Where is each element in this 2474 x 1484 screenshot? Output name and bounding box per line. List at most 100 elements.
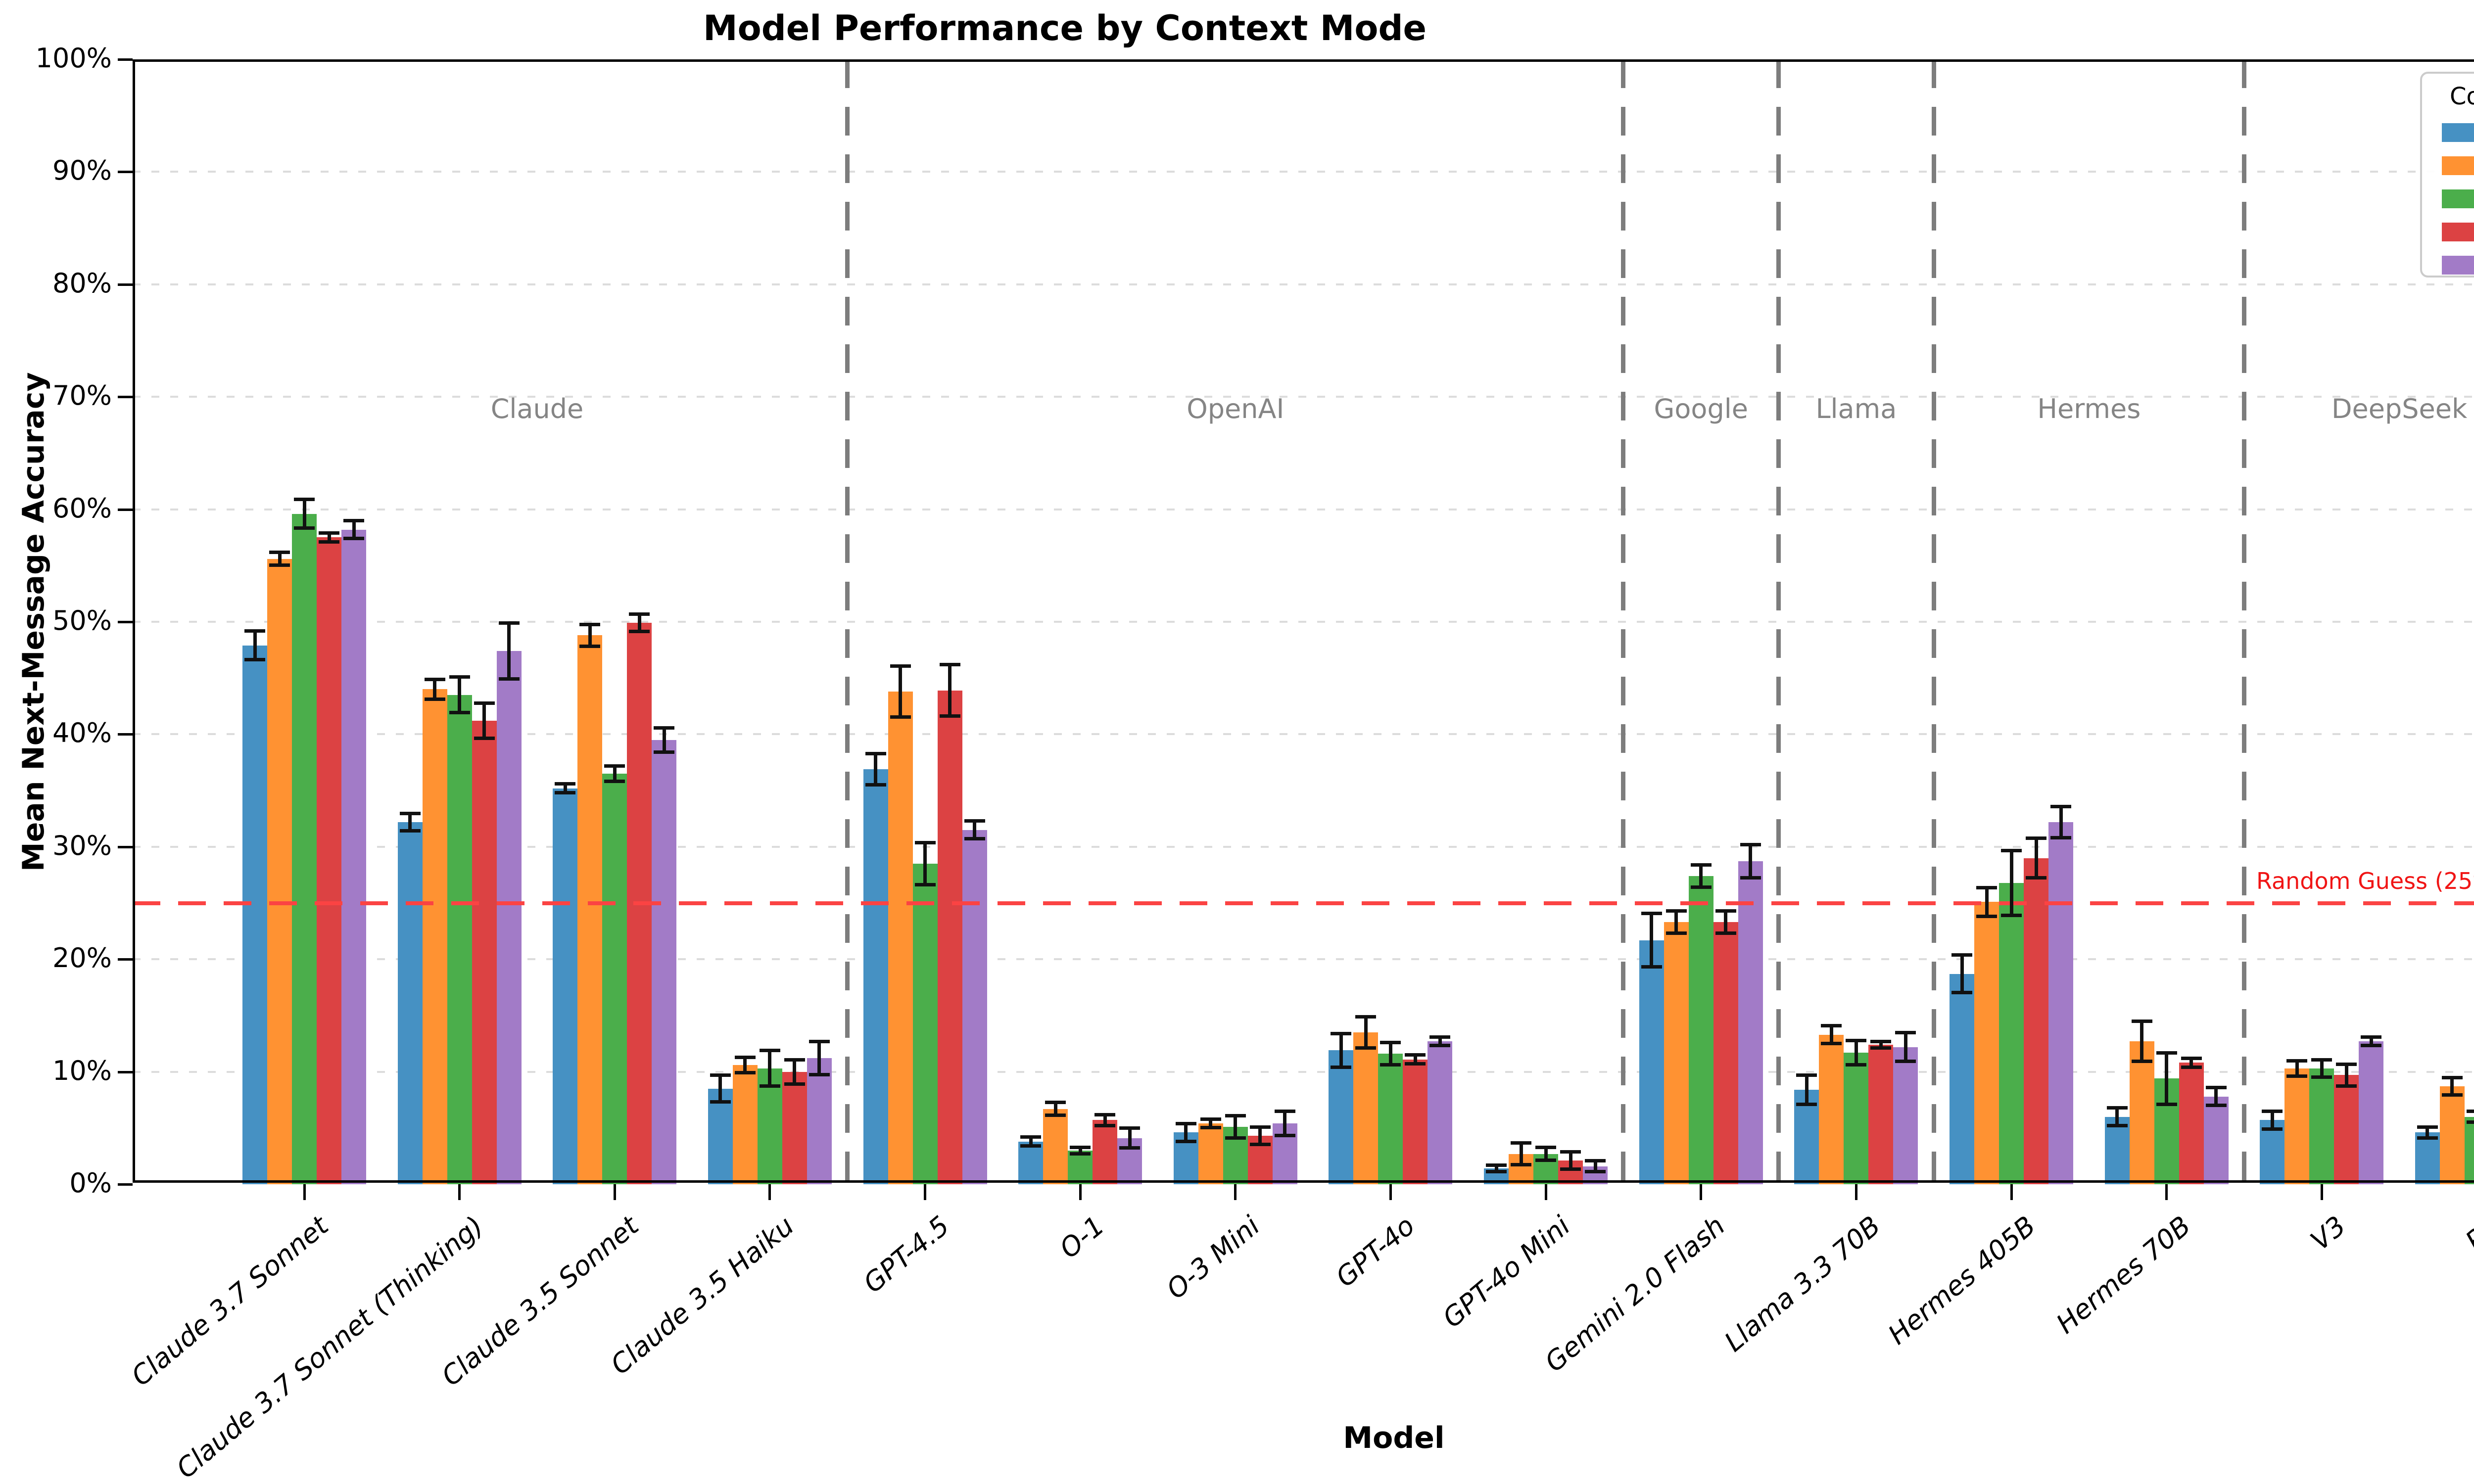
bar — [888, 691, 913, 1184]
error-bar-cap — [424, 677, 445, 681]
x-tick-mark — [458, 1184, 461, 1200]
error-bar-cap — [654, 750, 675, 754]
bar — [341, 529, 366, 1184]
x-tick-label: Hermes 405B — [1882, 1210, 2042, 1351]
error-bar — [1724, 911, 1728, 933]
error-bar — [1029, 1137, 1033, 1146]
x-tick-mark — [768, 1184, 771, 1200]
bar — [1819, 1034, 1844, 1184]
error-bar-cap — [1585, 1169, 1606, 1173]
bar — [397, 822, 423, 1184]
bar — [1688, 876, 1713, 1184]
error-bar — [948, 664, 952, 716]
error-bar-cap — [1796, 1102, 1817, 1106]
error-bar-cap — [654, 726, 675, 730]
error-bar-cap — [1355, 1015, 1377, 1019]
error-bar-cap — [498, 677, 520, 681]
error-bar-cap — [244, 658, 265, 662]
error-bar-cap — [1870, 1046, 1892, 1050]
bar — [1329, 1050, 1354, 1184]
x-tick-label: Hermes 70B — [2050, 1210, 2197, 1340]
legend-entry: 100 Summary — [2422, 249, 2474, 282]
error-bar-cap — [1094, 1123, 1116, 1127]
group-label: Claude — [490, 393, 584, 424]
error-bar-cap — [1225, 1136, 1246, 1140]
error-bar-cap — [2205, 1086, 2227, 1090]
error-bar-cap — [1846, 1038, 1867, 1042]
error-bar — [2115, 1108, 2119, 1126]
error-bar — [2165, 1052, 2169, 1105]
gridline — [133, 396, 2474, 398]
error-bar — [563, 784, 567, 793]
y-tick-mark — [118, 1070, 133, 1073]
error-bar-cap — [2466, 1120, 2474, 1124]
error-bar — [973, 821, 977, 839]
error-bar-cap — [1690, 885, 1712, 889]
error-bar-cap — [1665, 931, 1687, 935]
group-separator — [1931, 59, 1936, 1184]
bar — [1738, 861, 1763, 1184]
error-bar-cap — [1225, 1114, 1246, 1118]
error-bar-cap — [1429, 1035, 1451, 1039]
bar — [2048, 822, 2074, 1184]
y-tick-label: 90% — [52, 155, 112, 186]
legend-swatch — [2442, 156, 2474, 175]
error-bar-cap — [474, 737, 495, 741]
random-guess-label: Random Guess (25%) — [2256, 867, 2474, 894]
legend-title: Context Mode — [2449, 83, 2474, 110]
error-bar-cap — [2311, 1058, 2332, 1062]
bar — [2284, 1068, 2310, 1184]
error-bar-cap — [474, 701, 495, 705]
error-bar — [1234, 1115, 1237, 1138]
error-bar — [1749, 844, 1753, 879]
error-bar-cap — [1560, 1167, 1581, 1171]
error-bar — [2295, 1060, 2299, 1076]
error-bar-cap — [1020, 1144, 1042, 1148]
error-bar-cap — [865, 752, 886, 756]
bar — [553, 788, 578, 1184]
gridline — [133, 845, 2474, 848]
error-bar — [1569, 1152, 1572, 1170]
y-tick-mark — [118, 508, 133, 511]
error-bar-cap — [1380, 1041, 1401, 1045]
error-bar — [613, 766, 617, 782]
error-bar — [1128, 1128, 1132, 1149]
error-bar-cap — [1070, 1152, 1091, 1156]
error-bar-cap — [1045, 1100, 1066, 1104]
error-bar-cap — [1486, 1163, 1507, 1167]
error-bar-cap — [1511, 1163, 1532, 1167]
error-bar-cap — [1665, 909, 1687, 913]
gridline — [133, 283, 2474, 285]
bar — [1353, 1032, 1379, 1184]
error-bar-cap — [343, 519, 364, 523]
error-bar-cap — [1331, 1065, 1352, 1069]
error-bar — [1593, 1160, 1597, 1172]
error-bar-cap — [604, 764, 625, 768]
legend-entry: 100 Raw — [2422, 216, 2474, 249]
bar — [863, 769, 888, 1184]
error-bar-cap — [1976, 885, 1998, 889]
x-tick-mark — [303, 1184, 306, 1200]
error-bar-cap — [2417, 1136, 2438, 1140]
y-tick-label: 30% — [52, 830, 112, 861]
error-bar-cap — [2026, 836, 2047, 840]
y-tick-label: 80% — [52, 267, 112, 299]
x-tick-mark — [1700, 1184, 1703, 1200]
error-bar — [2344, 1064, 2348, 1087]
error-bar-cap — [1070, 1145, 1091, 1149]
error-bar-cap — [1535, 1159, 1557, 1162]
error-bar — [1650, 913, 1654, 968]
legend-swatch — [2442, 189, 2474, 208]
plot-border — [133, 59, 2474, 1183]
group-separator — [2242, 59, 2246, 1184]
error-bar — [768, 1050, 772, 1087]
error-bar-cap — [1715, 909, 1736, 913]
error-bar — [352, 520, 356, 539]
error-bar-cap — [1094, 1113, 1116, 1116]
error-bar-cap — [1486, 1169, 1507, 1173]
gridline — [133, 1070, 2474, 1073]
y-tick-mark — [118, 171, 133, 174]
error-bar-cap — [964, 819, 985, 823]
error-bar-cap — [449, 711, 470, 715]
error-bar-cap — [2131, 1020, 2152, 1023]
